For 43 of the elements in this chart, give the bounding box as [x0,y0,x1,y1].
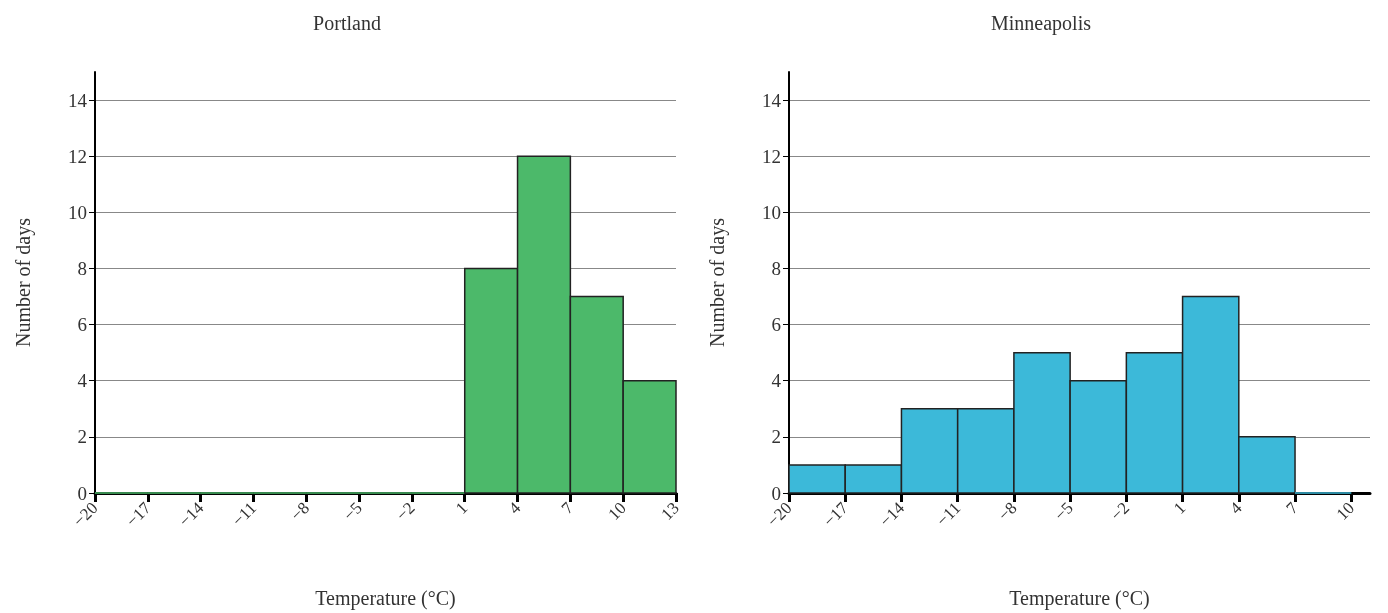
x-tick-label: −8 [994,498,1021,525]
chart-title: Portland [313,12,381,34]
x-tick-label: −5 [339,498,366,525]
x-axis-title: Temperature (°C) [315,587,456,610]
y-tick-label: 4 [77,370,88,392]
y-axis-title: Number of days [706,217,729,347]
x-tick-label: −11 [228,498,261,531]
x-tick-label: −11 [932,498,965,531]
x-tick-label: 7 [557,498,578,518]
x-tick-label: 13 [657,498,683,524]
x-tick-label: −14 [875,497,909,531]
chart-title: Minneapolis [991,12,1092,35]
x-tick-label: 1 [452,498,472,518]
y-tick-label: 12 [762,145,781,167]
x-tick-label: 1 [1169,498,1190,518]
x-tick-label: −17 [122,498,155,531]
x-tick-label: −17 [819,498,852,531]
y-tick-label: 6 [771,314,781,336]
y-tick-label: 6 [77,314,87,336]
y-tick-label: 4 [771,370,782,392]
y-tick-label: 8 [771,257,781,279]
y-tick-label: 14 [68,89,88,111]
x-tick-label: −14 [175,497,208,531]
x-tick-label: 4 [1226,497,1246,518]
y-tick-label: 10 [762,201,781,223]
y-tick-label: 0 [771,482,781,504]
x-tick-label: −8 [286,498,313,525]
x-tick-label: 10 [604,498,630,524]
x-tick-label: 7 [1282,498,1302,518]
x-tick-label: −2 [1106,498,1134,525]
y-tick-label: 2 [771,426,781,448]
x-axis-title: Temperature (°C) [1009,587,1150,610]
y-axis-title: Number of days [12,217,35,347]
x-tick-label: 10 [1332,498,1358,524]
y-tick-label: 0 [77,482,87,504]
x-tick-label: 4 [504,497,525,518]
x-tick-label: −5 [1050,498,1077,525]
y-tick-label: 10 [68,201,87,223]
y-tick-label: 12 [68,145,87,167]
x-tick-label: −2 [392,498,419,525]
y-tick-label: 14 [762,89,782,111]
y-tick-label: 8 [77,257,87,279]
y-tick-label: 2 [77,426,87,448]
